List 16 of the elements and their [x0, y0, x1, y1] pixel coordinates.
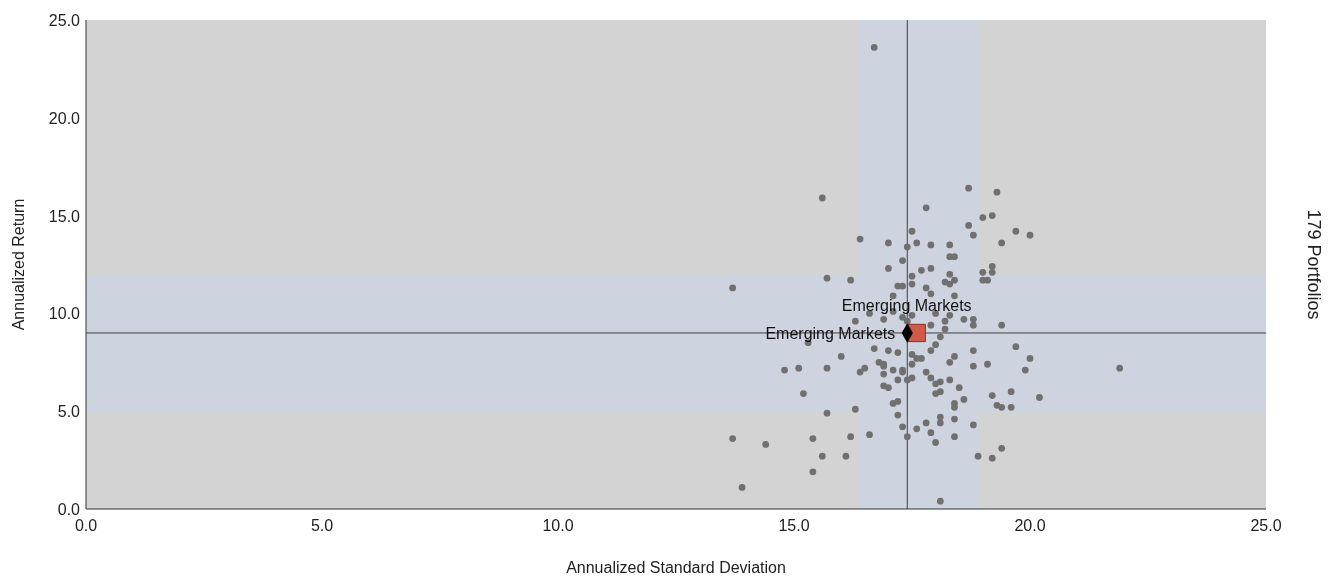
y-tick-label: 20.0: [48, 109, 81, 127]
x-tick-label: 20.0: [1014, 517, 1046, 534]
y-tick-label: 5.0: [57, 403, 81, 421]
x-tick-label: 0.0: [74, 517, 98, 534]
y-tick-label: 15.0: [48, 207, 81, 225]
y-tick-label: 0.0: [57, 501, 81, 518]
x-axis-title: Annualized Standard Deviation: [566, 559, 786, 576]
x-tick-label: 10.0: [542, 517, 574, 534]
x-tick-label: 5.0: [310, 517, 334, 534]
y-axis-title: Annualized Return: [10, 198, 27, 331]
x-tick-label: 15.0: [778, 517, 810, 534]
y-tick-label: 25.0: [48, 12, 81, 29]
x-tick-label: 25.0: [1250, 517, 1282, 534]
text: 179 Portfolios: [1304, 209, 1324, 320]
y-tick-label: 10.0: [48, 305, 81, 323]
series-label: Emerging Markets: [765, 324, 896, 342]
